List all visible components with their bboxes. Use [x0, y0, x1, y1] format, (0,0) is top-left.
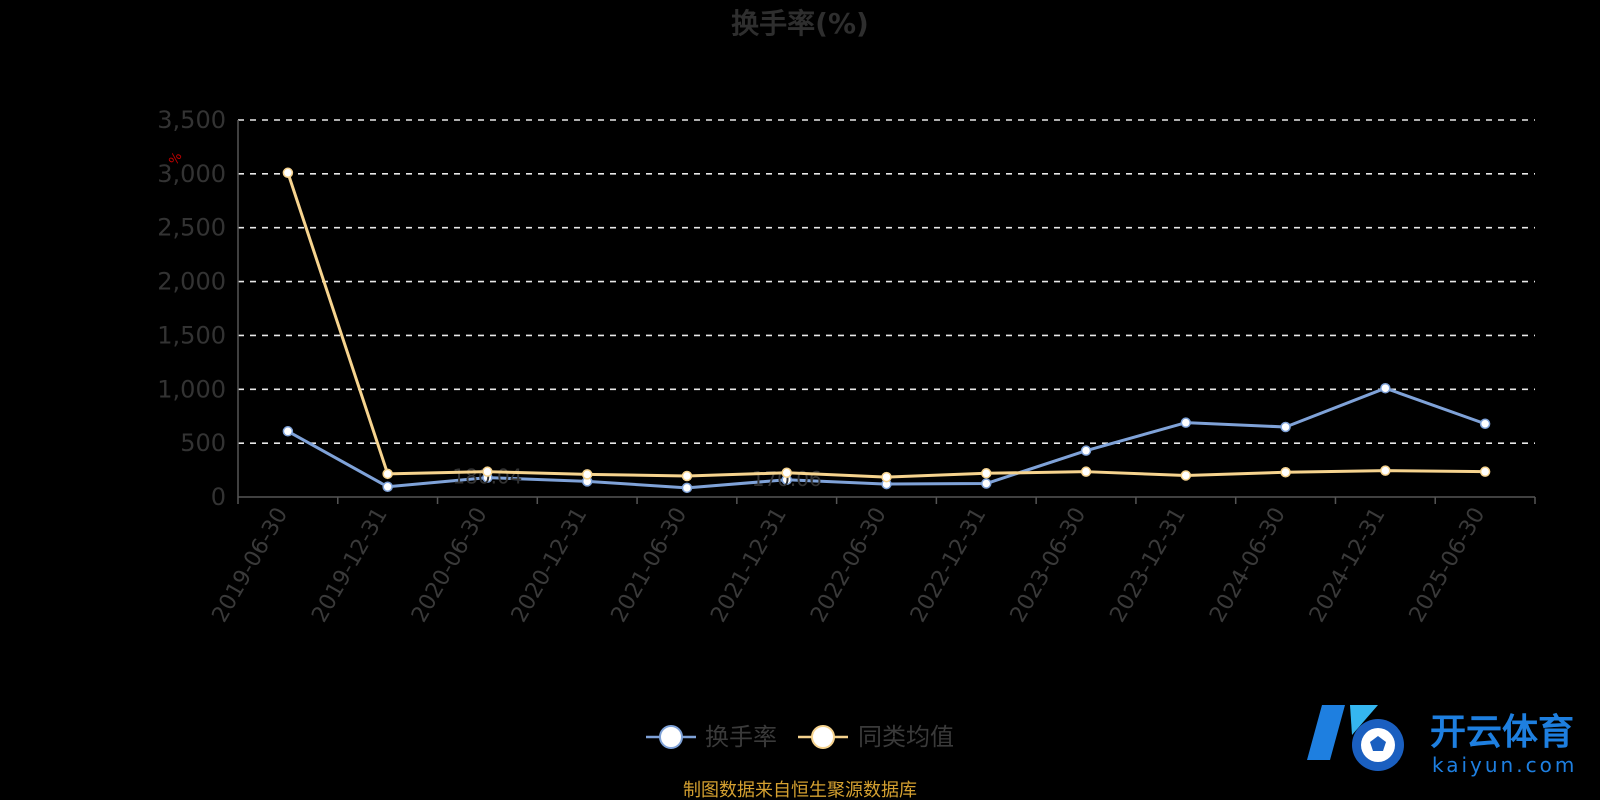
chart-title: 换手率(%): [731, 7, 869, 40]
legend-marker-peer-average: [811, 725, 835, 749]
y-tick-label: 500: [180, 429, 226, 457]
x-tick-label: 2019-06-30: [208, 504, 294, 627]
series-line: [286, 172, 1486, 479]
x-tick-label: 2024-06-30: [1205, 504, 1291, 627]
data-point: [1280, 421, 1291, 433]
x-tick-label: 2022-06-30: [806, 504, 892, 627]
x-tick-label: 2024-12-31: [1305, 504, 1391, 627]
x-tick-label: 2020-06-30: [407, 504, 493, 627]
logo-k-stem: [1307, 705, 1345, 760]
data-point: [1280, 466, 1291, 478]
y-tick-label: 2,000: [157, 268, 226, 296]
data-point: [282, 426, 294, 437]
data-point: [1180, 417, 1192, 428]
legend-marker-turnover: [659, 725, 683, 749]
data-point: [681, 470, 693, 482]
series-peer-average: [282, 167, 1491, 483]
data-point: [981, 468, 992, 479]
legend-label-turnover: 换手率: [705, 723, 777, 751]
data-point: [1380, 382, 1391, 394]
watermark-url: kaiyun.com: [1432, 753, 1577, 777]
data-point: [681, 482, 693, 494]
data-point: [1479, 466, 1491, 477]
logo-ball-patch: [1370, 736, 1386, 751]
data-point: [1080, 466, 1092, 477]
data-point: [282, 167, 294, 179]
y-tick-label: 0: [211, 483, 226, 511]
data-point: [482, 466, 493, 477]
legend[interactable]: 换手率 同类均值: [646, 723, 954, 751]
x-tick-label: 2022-12-31: [906, 504, 992, 627]
y-tick-label: 1,500: [157, 321, 226, 349]
data-point: [1080, 445, 1092, 456]
data-point: [382, 481, 393, 493]
legend-item-peer-average[interactable]: 同类均值: [798, 723, 954, 751]
watermark-logo: 开云体育 kaiyun.com: [1307, 705, 1577, 777]
y-tick-label: 3,500: [157, 106, 226, 134]
data-point: [1380, 465, 1391, 476]
x-tick-label: 2021-06-30: [607, 504, 693, 627]
grid: [238, 119, 1535, 444]
data-point: [981, 478, 992, 489]
data-point: [781, 467, 792, 479]
legend-label-peer-average: 同类均值: [858, 723, 954, 751]
data-point: [581, 469, 593, 480]
y-tick-label: 1,000: [157, 375, 226, 403]
x-tick-label: 2021-12-31: [706, 504, 792, 627]
data-point: [881, 471, 892, 483]
legend-item-turnover[interactable]: 换手率: [646, 723, 777, 751]
watermark-brand: 开云体育: [1430, 712, 1574, 753]
x-tick-label: 2020-12-31: [507, 504, 593, 627]
y-tick-label: 3,000: [157, 160, 226, 188]
data-point: [1479, 418, 1491, 430]
x-tick-label: 2023-06-30: [1006, 504, 1092, 627]
data-point: [382, 468, 393, 480]
data-point: [1180, 470, 1192, 481]
series-turnover: 180.04170.06: [282, 382, 1491, 494]
y-tick-label: 2,500: [157, 214, 226, 242]
series: 180.04170.06: [282, 167, 1491, 494]
x-tick-label: 2023-12-31: [1105, 504, 1191, 627]
logo-k-arm: [1350, 705, 1378, 735]
source-note: 制图数据来自恒生聚源数据库: [683, 780, 917, 800]
x-tick-label: 2019-12-31: [307, 503, 393, 626]
axes: 0 500 1,000 1,500 2,000 2,500 3,000 3,500 2019-0…: [157, 106, 1536, 627]
x-tick-label: 2025-06-30: [1405, 504, 1491, 627]
